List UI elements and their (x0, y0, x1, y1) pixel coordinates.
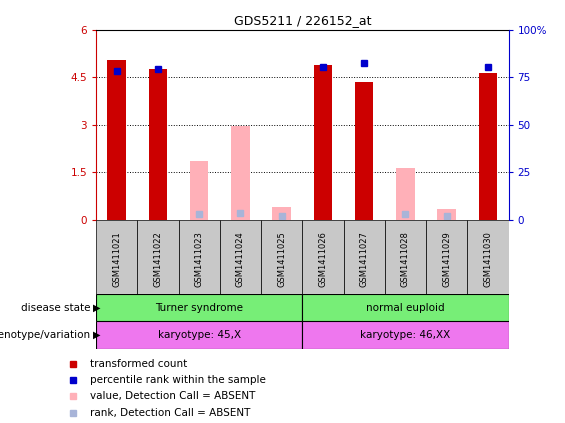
Text: GSM1411028: GSM1411028 (401, 231, 410, 287)
Text: genotype/variation: genotype/variation (0, 330, 90, 340)
Bar (437, 209, 456, 220)
Bar (302, 220, 344, 294)
Bar (179, 220, 220, 294)
Text: GSM1411029: GSM1411029 (442, 231, 451, 287)
Bar (190, 161, 208, 220)
Bar (149, 69, 167, 220)
Bar (479, 74, 497, 220)
Bar (231, 126, 250, 220)
Text: GSM1411022: GSM1411022 (154, 231, 162, 287)
Bar (426, 220, 467, 294)
Text: GSM1411021: GSM1411021 (112, 231, 121, 287)
Text: GSM1411030: GSM1411030 (484, 231, 492, 287)
Text: GSM1411027: GSM1411027 (360, 231, 368, 287)
Bar (355, 82, 373, 220)
Bar (96, 321, 302, 349)
Text: karyotype: 45,X: karyotype: 45,X (158, 330, 241, 340)
Text: percentile rank within the sample: percentile rank within the sample (90, 375, 266, 385)
Bar (261, 220, 302, 294)
Text: normal euploid: normal euploid (366, 303, 445, 313)
Bar (272, 207, 291, 220)
Bar (467, 220, 509, 294)
Bar (107, 60, 126, 220)
Bar (302, 321, 508, 349)
Bar (96, 294, 302, 321)
Text: transformed count: transformed count (90, 359, 188, 369)
Title: GDS5211 / 226152_at: GDS5211 / 226152_at (233, 14, 371, 27)
Bar (96, 220, 137, 294)
Text: value, Detection Call = ABSENT: value, Detection Call = ABSENT (90, 391, 256, 401)
Text: GSM1411023: GSM1411023 (195, 231, 203, 287)
Bar (344, 220, 385, 294)
Text: disease state: disease state (21, 303, 90, 313)
Text: rank, Detection Call = ABSENT: rank, Detection Call = ABSENT (90, 408, 251, 418)
Bar (137, 220, 179, 294)
Text: Turner syndrome: Turner syndrome (155, 303, 243, 313)
Bar (396, 168, 415, 220)
Text: karyotype: 46,XX: karyotype: 46,XX (360, 330, 450, 340)
Bar (314, 65, 332, 220)
Bar (220, 220, 261, 294)
Text: ▶: ▶ (93, 330, 101, 340)
Text: GSM1411025: GSM1411025 (277, 231, 286, 287)
Text: GSM1411026: GSM1411026 (319, 231, 327, 287)
Bar (302, 294, 508, 321)
Bar (385, 220, 426, 294)
Text: ▶: ▶ (93, 303, 101, 313)
Text: GSM1411024: GSM1411024 (236, 231, 245, 287)
